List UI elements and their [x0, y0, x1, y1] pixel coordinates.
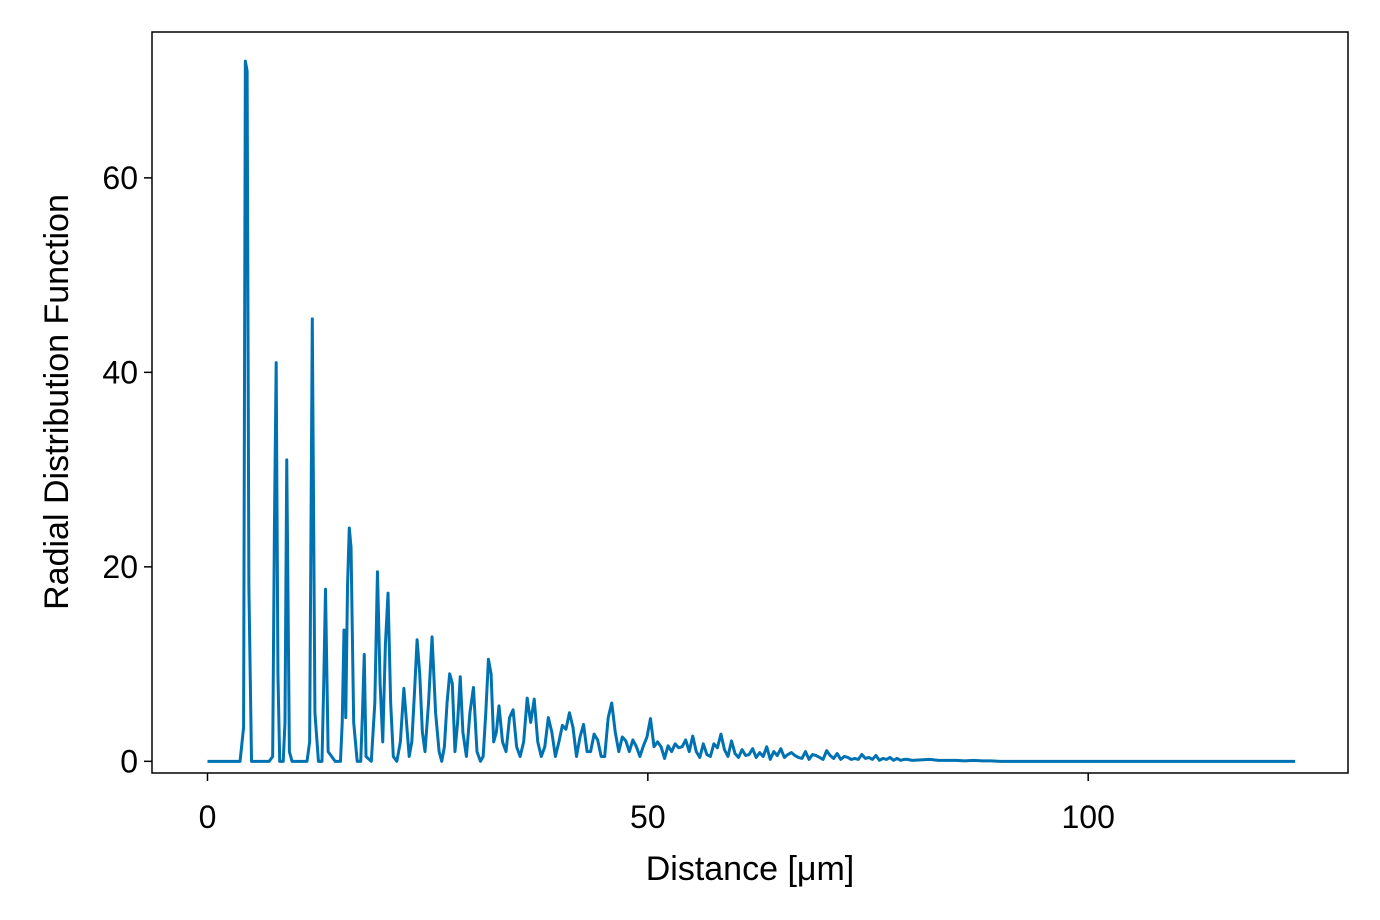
x-tick-label: 50	[630, 799, 666, 835]
x-tick-label: 0	[199, 799, 217, 835]
y-axis-ticks: 0 20 40 60	[102, 160, 152, 779]
y-tick-label: 40	[102, 354, 138, 390]
y-tick-label: 60	[102, 160, 138, 196]
x-tick-label: 100	[1061, 799, 1114, 835]
x-axis-ticks: 0 50 100	[199, 773, 1115, 835]
y-tick-label: 0	[120, 743, 138, 779]
rdf-series-line	[207, 61, 1295, 761]
x-axis-label: Distance [μm]	[646, 850, 855, 888]
plot-frame	[152, 32, 1348, 773]
y-tick-label: 20	[102, 549, 138, 585]
y-axis-label: Radial Distribution Function	[38, 194, 76, 610]
